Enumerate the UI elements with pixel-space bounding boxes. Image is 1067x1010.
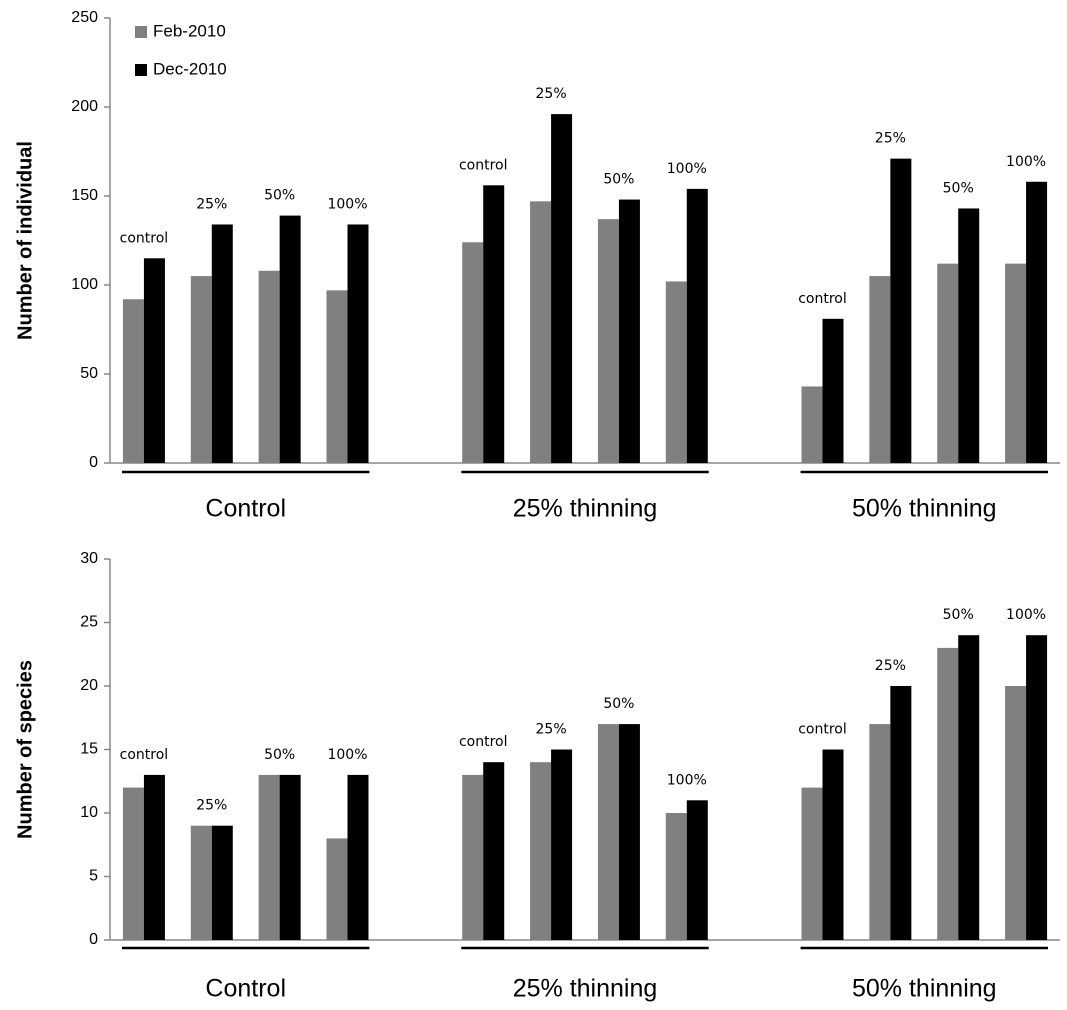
category-label: 100% (667, 161, 707, 177)
bar (326, 838, 348, 940)
bar (958, 208, 980, 463)
bar (347, 224, 369, 463)
y-tick-label: 50 (80, 365, 98, 382)
category-label: control (798, 722, 847, 738)
category-label: control (798, 291, 847, 307)
bar (597, 219, 619, 463)
bar (258, 774, 280, 940)
category-label: control (459, 734, 508, 750)
bar (686, 188, 708, 463)
bar (890, 158, 912, 463)
bar (958, 635, 980, 940)
bar (279, 215, 301, 463)
bar (801, 386, 823, 463)
legend-label: Dec-2010 (153, 59, 227, 78)
category-label: 50% (603, 696, 634, 712)
group-label: 25% thinning (513, 975, 658, 1003)
bar (143, 774, 165, 940)
category-label: control (120, 230, 169, 246)
bar (665, 813, 687, 940)
bar (890, 686, 912, 940)
category-label: 50% (943, 180, 974, 196)
bar (1026, 181, 1048, 463)
bar (937, 263, 959, 463)
bar (211, 825, 233, 940)
legend-swatch (135, 26, 147, 38)
y-tick-label: 15 (80, 741, 98, 758)
bar (122, 299, 144, 463)
bar (665, 281, 687, 463)
category-label: control (120, 747, 169, 763)
category-label: 50% (943, 607, 974, 623)
bar (190, 276, 212, 463)
bar (618, 724, 640, 940)
bar (597, 724, 619, 940)
category-label: 100% (1006, 607, 1046, 623)
group-label: 50% thinning (852, 495, 997, 523)
category-label: 100% (327, 747, 367, 763)
category-label: 100% (1006, 154, 1046, 170)
bar (190, 825, 212, 940)
bar (462, 774, 484, 940)
bar (869, 276, 891, 463)
category-label: 100% (327, 196, 367, 212)
bar (530, 762, 552, 940)
bar (122, 787, 144, 940)
bar (462, 242, 484, 463)
bar (1005, 686, 1027, 940)
category-label: 50% (264, 188, 295, 204)
category-label: 100% (667, 772, 707, 788)
legend-label: Feb-2010 (153, 21, 226, 40)
bar (937, 647, 959, 940)
category-label: 25% (875, 658, 906, 674)
y-tick-label: 0 (89, 454, 98, 471)
y-tick-label: 250 (71, 9, 98, 26)
legend-swatch (135, 64, 147, 76)
y-axis-title: Number of species (14, 660, 36, 839)
category-label: control (459, 157, 508, 173)
bar (801, 787, 823, 940)
bar (258, 270, 280, 463)
group-label: Control (205, 975, 286, 1003)
bar (869, 724, 891, 940)
y-tick-label: 100 (71, 276, 98, 293)
bar (822, 749, 844, 940)
bar (211, 224, 233, 463)
category-label: 50% (603, 172, 634, 188)
bar (551, 114, 573, 464)
y-tick-label: 25 (80, 614, 98, 631)
category-label: 25% (196, 798, 227, 814)
y-tick-label: 20 (80, 677, 98, 694)
category-label: 50% (264, 747, 295, 763)
bar (551, 749, 573, 940)
bar (822, 318, 844, 463)
bar (483, 762, 505, 940)
y-tick-label: 0 (89, 931, 98, 948)
category-label: 25% (196, 196, 227, 212)
y-tick-label: 5 (89, 868, 98, 885)
group-label: 25% thinning (513, 495, 658, 523)
bar (530, 201, 552, 463)
bar (483, 185, 505, 463)
category-label: 25% (536, 86, 567, 102)
group-label: 50% thinning (852, 975, 997, 1003)
y-axis-title: Number of individual (14, 141, 36, 340)
bar (1005, 263, 1027, 463)
group-label: Control (205, 495, 286, 523)
y-tick-label: 30 (80, 550, 98, 567)
category-label: 25% (875, 131, 906, 147)
bar (686, 800, 708, 940)
bar (1026, 635, 1048, 940)
category-label: 25% (536, 722, 567, 738)
bar (618, 199, 640, 463)
bar (143, 258, 165, 463)
y-tick-label: 150 (71, 187, 98, 204)
y-tick-label: 10 (80, 804, 98, 821)
bar (326, 290, 348, 463)
bar (347, 774, 369, 940)
y-tick-label: 200 (71, 98, 98, 115)
bar (279, 774, 301, 940)
